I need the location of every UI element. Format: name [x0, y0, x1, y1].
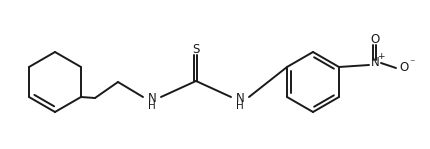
- Text: +: +: [376, 52, 384, 62]
- Text: H: H: [236, 101, 243, 111]
- Text: N: N: [370, 56, 378, 69]
- Text: H: H: [148, 101, 156, 111]
- Text: O: O: [369, 34, 379, 46]
- Text: N: N: [235, 93, 244, 105]
- Text: ⁻: ⁻: [408, 58, 414, 68]
- Text: O: O: [399, 62, 408, 74]
- Text: N: N: [147, 93, 156, 105]
- Text: S: S: [192, 44, 199, 56]
